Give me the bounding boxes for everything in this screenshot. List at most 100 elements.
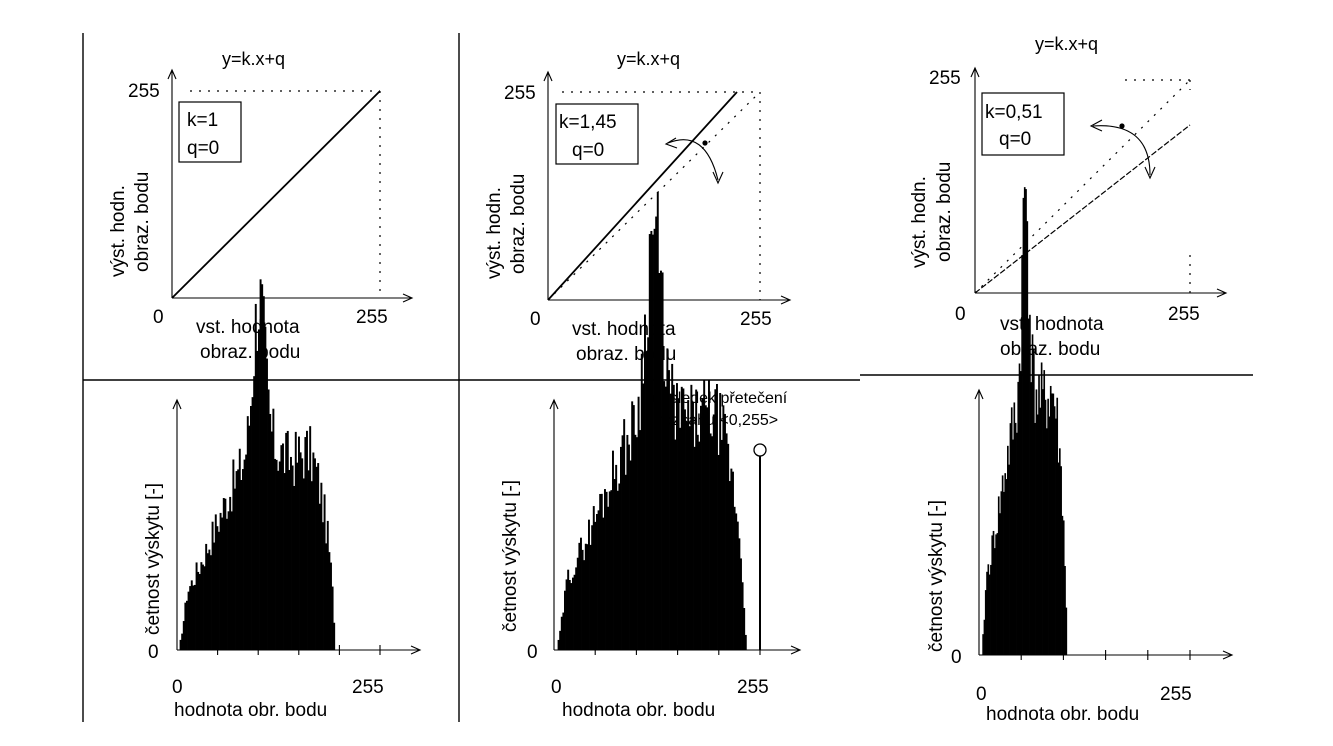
panel-3-x-label-line2: obraz. bodu xyxy=(1000,339,1100,360)
histogram-1-bar-58 xyxy=(270,431,273,650)
panel-2-param-box xyxy=(555,103,639,165)
histogram-1-bar-90 xyxy=(322,522,324,650)
histogram-3-bar-21 xyxy=(1008,464,1010,655)
panel-2-arrow-head-left xyxy=(664,137,678,149)
histogram-1-bar-1 xyxy=(179,639,182,650)
histogram-2-bar-11 xyxy=(573,574,576,650)
histogram-3-bar-8 xyxy=(991,535,994,655)
histogram-1-bar-59 xyxy=(272,408,275,650)
histogram-3-bar-27 xyxy=(1016,432,1018,655)
histogram-2-bar-25 xyxy=(596,514,598,650)
histogram-2-overflow-marker xyxy=(753,443,767,457)
histogram-3-bar-18 xyxy=(1004,473,1007,655)
histogram-2-bar-104 xyxy=(722,405,725,650)
histogram-2-bar-85 xyxy=(692,401,694,650)
histogram-1-bar-65 xyxy=(282,443,284,650)
histogram-panel-3: 0 0 255 hodnota obr. bodu četnost výskyt… xyxy=(926,187,1234,725)
histogram-2-bar-57 xyxy=(647,337,650,650)
histogram-1-bar-31 xyxy=(227,511,230,650)
histogram-3-x-end-label: 255 xyxy=(1160,684,1192,705)
histogram-1-bar-51 xyxy=(259,279,262,650)
histogram-1-bar-71 xyxy=(291,465,294,650)
histogram-3-bar-9 xyxy=(992,530,995,655)
histogram-panel-2: důsledek přetečení rozsahu <0,255> 0 0 2… xyxy=(500,192,802,721)
panel-1-origin-label: 0 xyxy=(153,307,164,328)
histogram-2-bar-100 xyxy=(716,383,718,650)
histogram-2-bar-114 xyxy=(738,538,741,650)
histogram-1-bar-36 xyxy=(235,471,238,650)
histogram-2-bar-77 xyxy=(679,427,682,650)
panel-1-q-label: q=0 xyxy=(187,138,219,159)
histogram-1-bar-41 xyxy=(243,459,246,650)
histogram-2-bar-69 xyxy=(666,348,669,650)
panel-1-x-arrow xyxy=(402,293,414,303)
histogram-2-bar-81 xyxy=(685,421,688,650)
histogram-1-bar-81 xyxy=(307,470,310,650)
histogram-3-bar-50 xyxy=(1046,428,1048,655)
histogram-2-x-end-label: 255 xyxy=(737,677,769,698)
histogram-1-bar-49 xyxy=(256,350,259,650)
histogram-2-bar-108 xyxy=(728,481,731,650)
histogram-2-bar-28 xyxy=(600,493,603,650)
histogram-3-bar-62 xyxy=(1061,515,1064,655)
histogram-1-bar-64 xyxy=(280,445,283,650)
histogram-1-x-label: hodnota obr. bodu xyxy=(174,700,327,721)
histogram-3-bar-22 xyxy=(1009,423,1012,655)
histogram-2-bar-78 xyxy=(680,386,683,650)
histogram-3-bar-28 xyxy=(1017,381,1020,655)
transfer-panel-3: y=k.x+q k=0,51 q=0 255 0 255 vst. hodnot… xyxy=(909,34,1228,360)
histogram-1-bar-88 xyxy=(318,503,321,650)
panel-1-k-label: k=1 xyxy=(187,110,218,131)
histogram-1-bar-48 xyxy=(254,303,257,650)
histogram-2-bar-4 xyxy=(562,612,565,650)
histogram-2-y-label: četnost výskytu [-] xyxy=(500,480,521,632)
histogram-1-bar-57 xyxy=(269,413,272,650)
histogram-2-bar-47 xyxy=(631,401,634,650)
histogram-1-bar-85 xyxy=(314,458,316,650)
histogram-2-bar-115 xyxy=(740,558,742,650)
histogram-3-bar-23 xyxy=(1010,407,1013,655)
histogram-2-bar-10 xyxy=(572,577,574,650)
histogram-2-bar-107 xyxy=(727,443,730,650)
panel-2-k-label: k=1,45 xyxy=(559,112,617,133)
histogram-2-bar-42 xyxy=(623,419,626,650)
histogram-3-x-arrow xyxy=(1222,650,1234,660)
histogram-1-bar-92 xyxy=(325,543,328,650)
histogram-3-bar-7 xyxy=(990,564,992,655)
histogram-1-bar-10 xyxy=(194,584,196,650)
histogram-1-bar-44 xyxy=(248,425,251,650)
histogram-2-bar-9 xyxy=(570,583,573,650)
histogram-1-bar-87 xyxy=(317,463,320,650)
histogram-3-bar-19 xyxy=(1005,479,1008,655)
histogram-3-bar-4 xyxy=(986,571,988,655)
histogram-1-bar-47 xyxy=(253,376,256,650)
histogram-1-bar-22 xyxy=(213,542,216,650)
histogram-2-bar-118 xyxy=(744,634,747,650)
histogram-1-bar-54 xyxy=(264,326,267,650)
histogram-3-bar-38 xyxy=(1030,382,1033,655)
histogram-1-bar-74 xyxy=(296,462,299,650)
histogram-2-bar-97 xyxy=(711,436,714,650)
histogram-1-x-arrow xyxy=(410,645,422,655)
histogram-3-bar-61 xyxy=(1060,466,1062,655)
histogram-2-bar-48 xyxy=(632,405,635,650)
histogram-1-bar-26 xyxy=(219,512,222,650)
histogram-2-bar-3 xyxy=(560,616,563,650)
histogram-2-bar-51 xyxy=(637,396,640,650)
histogram-1-bar-56 xyxy=(267,389,270,650)
histogram-2-bar-18 xyxy=(584,543,587,650)
histogram-1-bar-29 xyxy=(224,498,227,650)
histogram-3-bar-56 xyxy=(1053,406,1056,655)
histogram-1-bar-89 xyxy=(320,482,323,650)
histogram-1-bar-46 xyxy=(251,397,254,650)
histogram-3-bar-32 xyxy=(1022,197,1025,655)
histogram-2-bar-13 xyxy=(576,557,579,650)
panel-3-identity-line xyxy=(974,79,1191,294)
histogram-3-bar-64 xyxy=(1064,566,1066,655)
histogram-1-bar-40 xyxy=(242,469,244,650)
histogram-1-bar-18 xyxy=(206,553,209,650)
histogram-2-bar-26 xyxy=(597,510,600,650)
histogram-2-bar-91 xyxy=(701,398,704,650)
histogram-2-bar-117 xyxy=(743,608,746,650)
panel-3-y-max-label: 255 xyxy=(929,68,961,89)
